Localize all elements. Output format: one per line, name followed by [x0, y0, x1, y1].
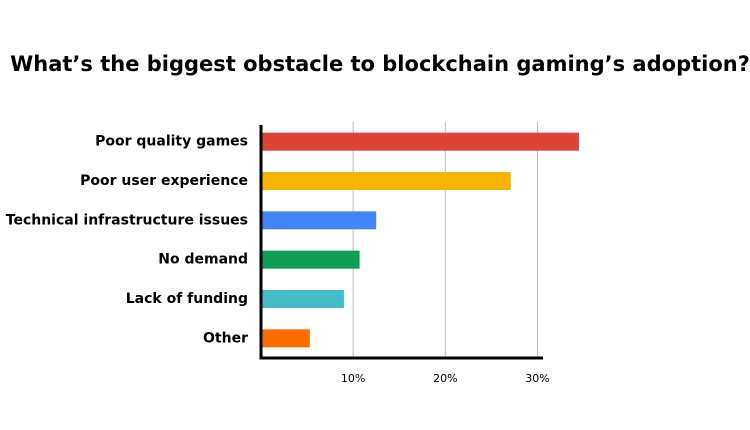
- y-tick-label: Other: [203, 330, 248, 346]
- bar: [261, 290, 344, 308]
- chart-title: What’s the biggest obstacle to blockchai…: [10, 52, 750, 76]
- y-tick-label: No demand: [158, 252, 248, 268]
- bar: [261, 250, 360, 269]
- y-tick-label: Lack of funding: [126, 291, 248, 307]
- bar: [261, 172, 511, 190]
- y-tick-label: Poor user experience: [80, 173, 248, 189]
- x-tick-label: 20%: [433, 372, 457, 385]
- y-tick-label: Poor quality games: [95, 134, 248, 150]
- bar: [261, 211, 377, 230]
- bar: [261, 132, 579, 151]
- bar: [261, 329, 310, 348]
- y-tick-label: Technical infrastructure issues: [6, 212, 248, 228]
- x-tick-label: 10%: [341, 372, 365, 385]
- x-tick-label: 30%: [525, 372, 549, 385]
